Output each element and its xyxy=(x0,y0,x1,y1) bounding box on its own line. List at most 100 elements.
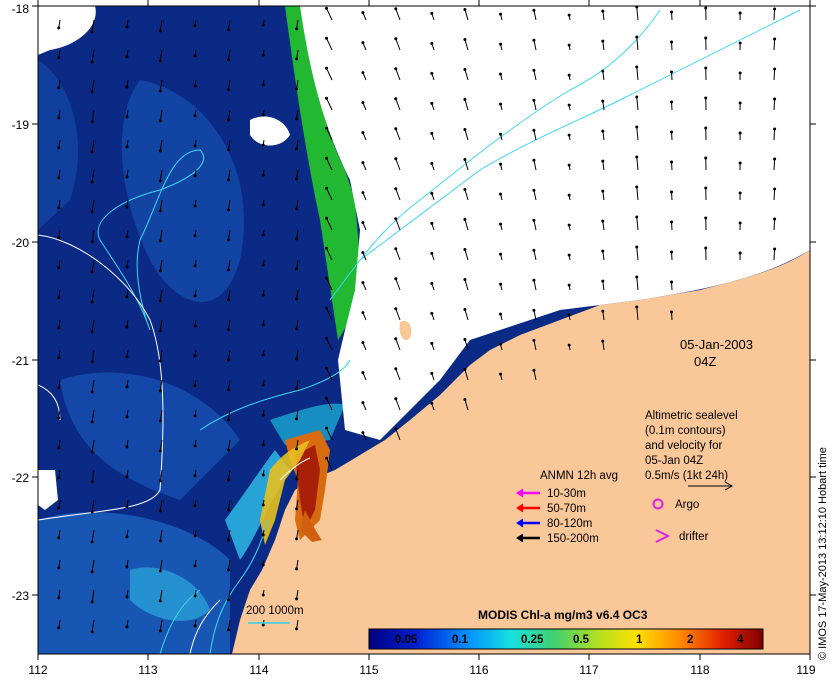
velocity-arrow-head xyxy=(361,311,365,315)
velocity-arrow-head xyxy=(261,233,265,237)
velocity-arrow xyxy=(91,439,95,452)
velocity-arrow-head xyxy=(57,356,61,360)
velocity-arrow-head xyxy=(361,431,365,435)
velocity-arrow-head xyxy=(635,185,639,189)
velocity-arrow xyxy=(159,559,163,571)
velocity-arrow-head xyxy=(158,149,162,153)
velocity-arrow xyxy=(227,499,231,510)
velocity-arrow-head xyxy=(261,293,265,297)
velocity-arrow xyxy=(636,217,639,231)
y-tick-label: -20 xyxy=(12,236,30,250)
velocity-arrow xyxy=(533,220,537,231)
velocity-arrow-head xyxy=(670,250,674,254)
velocity-arrow-head xyxy=(295,147,299,151)
velocity-arrow-head xyxy=(773,7,777,11)
velocity-arrow-head xyxy=(226,238,230,242)
velocity-arrow xyxy=(159,199,163,211)
velocity-arrow-head xyxy=(670,100,674,104)
velocity-arrow xyxy=(296,469,299,479)
drifter-marker-icon xyxy=(655,529,671,543)
velocity-arrow-head xyxy=(90,180,94,184)
velocity-arrow-head xyxy=(635,125,639,129)
velocity-arrow-head xyxy=(295,27,299,31)
velocity-arrow-head xyxy=(57,146,61,150)
velocity-arrow-head xyxy=(193,264,197,268)
velocity-arrow xyxy=(636,157,639,171)
chlorophyll-hotspot xyxy=(300,510,322,542)
velocity-arrow-head xyxy=(704,66,708,70)
velocity-arrow-head xyxy=(463,67,467,71)
velocity-arrow-head xyxy=(125,595,129,599)
velocity-arrow-head xyxy=(499,162,503,166)
velocity-arrow xyxy=(636,7,639,21)
velocity-arrow-head xyxy=(261,203,265,207)
y-tick-label: -21 xyxy=(12,354,30,368)
velocity-arrow-head xyxy=(125,415,129,419)
velocity-arrow-head xyxy=(158,89,162,93)
velocity-arrow-head xyxy=(125,565,129,569)
velocity-arrow-head xyxy=(226,58,230,62)
velocity-arrow-head xyxy=(567,103,571,107)
velocity-arrow-head xyxy=(193,354,197,358)
velocity-arrow xyxy=(395,368,401,381)
velocity-arrow-head xyxy=(635,215,639,219)
velocity-arrow-head xyxy=(532,308,536,312)
velocity-arrow-head xyxy=(773,127,777,131)
cloud-cover xyxy=(38,6,96,55)
velocity-arrow-head xyxy=(261,503,265,507)
velocity-arrow-head xyxy=(738,161,742,165)
velocity-arrow-head xyxy=(193,24,197,28)
velocity-arrow xyxy=(464,219,469,231)
velocity-arrow-head xyxy=(295,297,299,301)
velocity-arrow-head xyxy=(463,127,467,131)
velocity-arrow-head xyxy=(158,209,162,213)
velocity-arrow xyxy=(464,39,469,51)
velocity-arrow-head xyxy=(361,101,365,105)
colorbar-tick: 2 xyxy=(687,634,693,646)
velocity-arrow-head xyxy=(601,159,605,163)
velocity-arrow-head xyxy=(532,368,536,372)
velocity-arrow-head xyxy=(738,221,742,225)
velocity-arrow-head xyxy=(261,533,265,537)
velocity-arrow xyxy=(773,158,776,171)
velocity-arrow-head xyxy=(738,11,742,15)
velocity-arrow xyxy=(159,109,163,121)
velocity-arrow xyxy=(464,369,469,381)
velocity-arrow-head xyxy=(635,275,639,279)
velocity-arrow-head xyxy=(226,538,230,542)
velocity-arrow-head xyxy=(773,97,777,101)
velocity-arrow-head xyxy=(567,43,571,47)
velocity-arrow-head xyxy=(394,277,398,281)
velocity-arrow-head xyxy=(325,66,329,70)
velocity-arrow xyxy=(395,338,401,351)
x-tick-label: 113 xyxy=(138,663,157,677)
velocity-arrow-head xyxy=(325,36,329,40)
velocity-arrow xyxy=(773,248,776,261)
colorbar-tick: 0.25 xyxy=(521,634,544,646)
velocity-arrow xyxy=(464,69,469,81)
velocity-arrow-head xyxy=(463,187,467,191)
velocity-arrow-head xyxy=(295,357,299,361)
velocity-arrow-head xyxy=(125,85,129,89)
velocity-arrow-head xyxy=(90,600,94,604)
velocity-arrow-head xyxy=(90,120,94,124)
velocity-arrow-head xyxy=(361,131,365,135)
velocity-arrow xyxy=(159,619,163,631)
velocity-arrow-head xyxy=(704,6,708,10)
velocity-arrow-head xyxy=(57,236,61,240)
velocity-arrow-head xyxy=(430,161,434,165)
velocity-arrow-head xyxy=(226,448,230,452)
velocity-arrow-head xyxy=(90,450,94,454)
velocity-arrow xyxy=(159,139,163,151)
velocity-arrow-head xyxy=(430,401,434,405)
velocity-arrow-head xyxy=(90,210,94,214)
velocity-arrow xyxy=(159,469,163,481)
velocity-arrow-head xyxy=(499,102,503,106)
anmn-legend-title: ANMN 12h avg xyxy=(540,470,618,482)
velocity-arrow-head xyxy=(394,67,398,71)
velocity-arrow-head xyxy=(394,37,398,41)
anmn-legend-item: 50-70m xyxy=(516,503,586,515)
velocity-arrow-head xyxy=(193,414,197,418)
velocity-arrow xyxy=(91,79,95,92)
velocity-arrow-head xyxy=(125,25,129,29)
